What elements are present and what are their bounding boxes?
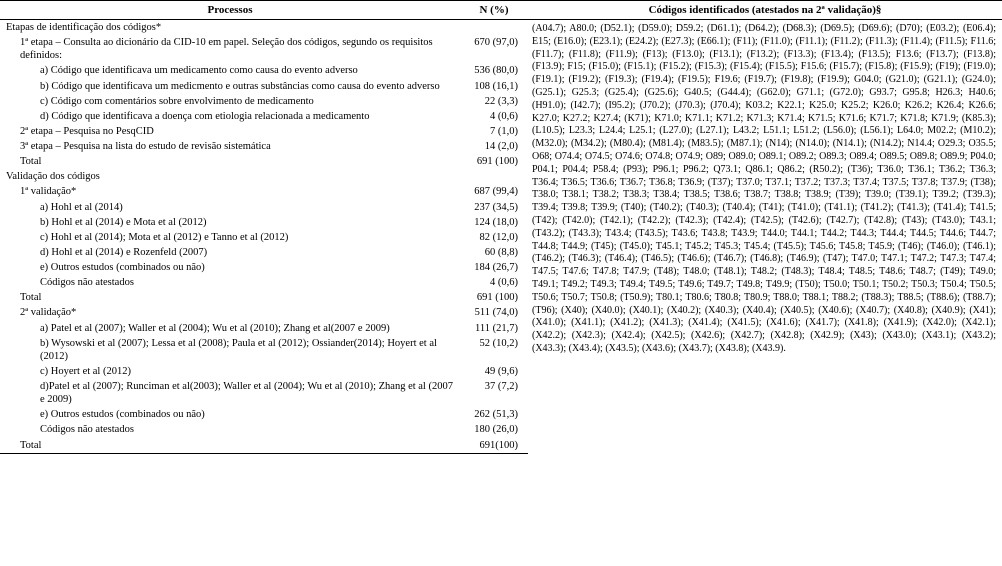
process-label: c) Código com comentários sobre envolvim… [0,94,460,109]
process-label: 2ª etapa – Pesquisa no PesqCID [0,124,460,139]
table-row: Etapas de identificação dos códigos*(A04… [0,20,1002,36]
codes-table: Processos N (%) Códigos identificados (a… [0,0,1002,454]
n-percent: 180 (26,0) [460,422,528,437]
process-label: a) Código que identificava um medicament… [0,63,460,78]
n-percent: 4 (0,6) [460,275,528,290]
n-percent: 37 (7,2) [460,379,528,407]
process-label: Total [0,154,460,169]
n-percent: 184 (26,7) [460,260,528,275]
n-percent: 82 (12,0) [460,230,528,245]
n-percent: 536 (80,0) [460,63,528,78]
process-label: d)Patel et al (2007); Runciman et al(200… [0,379,460,407]
n-percent: 691 (100) [460,154,528,169]
n-percent: 49 (9,6) [460,364,528,379]
table-header-row: Processos N (%) Códigos identificados (a… [0,1,1002,20]
header-processos: Processos [0,1,460,20]
process-label: 2ª validação* [0,305,460,320]
n-percent: 124 (18,0) [460,215,528,230]
header-n: N (%) [460,1,528,20]
n-percent: 237 (34,5) [460,200,528,215]
n-percent: 14 (2,0) [460,139,528,154]
n-percent: 52 (10,2) [460,336,528,364]
n-percent: 22 (3,3) [460,94,528,109]
process-label: b) Hohl et al (2014) e Mota et al (2012) [0,215,460,230]
table-body: Etapas de identificação dos códigos* (A04… [0,20,1002,454]
process-label: Validação dos códigos [0,169,460,184]
process-label: e) Outros estudos (combinados ou não) [0,260,460,275]
n-percent: 7 (1,0) [460,124,528,139]
n-percent [460,169,528,184]
process-label: d) Hohl et al (2014) e Rozenfeld (2007) [0,245,460,260]
process-label: Etapas de identificação dos códigos* [0,20,460,36]
process-label: a) Hohl et al (2014) [0,200,460,215]
process-label: a) Patel et al (2007); Waller et al (200… [0,321,460,336]
codes-cell: (A04.7); A80.0; (D52.1); (D59.0); D59.2;… [528,20,1002,454]
n-percent: 670 (97,0) [460,35,528,63]
n-percent: 687 (99,4) [460,184,528,199]
process-label: d) Código que identificava a doença com … [0,109,460,124]
process-label: c) Hohl et al (2014); Mota et al (2012) … [0,230,460,245]
header-codigos: Códigos identificados (atestados na 2ª v… [528,1,1002,20]
process-label: c) Hoyert et al (2012) [0,364,460,379]
n-percent: 4 (0,6) [460,109,528,124]
process-label: Códigos não atestados [0,422,460,437]
n-percent: 111 (21,7) [460,321,528,336]
process-label: 1ª validação* [0,184,460,199]
n-percent: 262 (51,3) [460,407,528,422]
process-label: b) Wysowski et al (2007); Lessa et al (2… [0,336,460,364]
process-label: e) Outros estudos (combinados ou não) [0,407,460,422]
process-label: Total [0,438,460,454]
process-label: 1ª etapa – Consulta ao dicionário da CID… [0,35,460,63]
n-percent: 108 (16,1) [460,79,528,94]
n-percent: 691(100) [460,438,528,454]
process-label: Total [0,290,460,305]
process-label: 3ª etapa – Pesquisa na lista do estudo d… [0,139,460,154]
n-percent: 511 (74,0) [460,305,528,320]
process-label: b) Código que identificava um medicmento… [0,79,460,94]
process-label: Códigos não atestados [0,275,460,290]
n-percent: 60 (8,8) [460,245,528,260]
n-percent: 691 (100) [460,290,528,305]
n-percent [460,20,528,36]
